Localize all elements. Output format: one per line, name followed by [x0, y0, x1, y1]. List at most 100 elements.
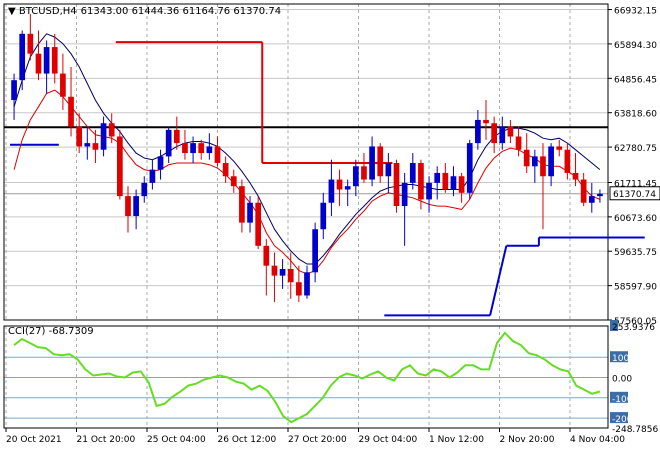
price-tick-label: 64856.45: [614, 75, 657, 85]
candle-body: [523, 149, 530, 167]
candle-body: [483, 119, 489, 124]
candle-body: [287, 268, 294, 283]
cci-tick-badge: [610, 320, 618, 331]
bull-candle: [369, 136, 375, 187]
lower-step-line-riser: [489, 245, 508, 316]
bear-candle: [393, 159, 400, 213]
price-tick-label: 57560.05: [614, 317, 657, 327]
candle-body: [117, 136, 123, 197]
bull-candle: [165, 126, 172, 163]
candle-body: [198, 143, 205, 154]
candle-body: [239, 186, 245, 223]
price-tick-label: 59635.75: [614, 248, 657, 258]
price-tick-label: 62780.75: [614, 144, 657, 154]
bear-candle: [361, 153, 367, 183]
price-tick-label: 66932.15: [614, 7, 657, 17]
cci-panel-frame: [3, 325, 609, 429]
bear-candle: [108, 113, 115, 144]
bear-candle: [296, 265, 302, 303]
candle-body: [466, 143, 473, 193]
candle-body: [206, 146, 213, 154]
bear-candle: [27, 13, 34, 61]
collapse-triangle-icon: ▼: [8, 6, 19, 17]
bear-candle: [287, 252, 294, 299]
candle-body: [214, 146, 221, 163]
time-tick-label: 2 Nov 20:00: [500, 435, 555, 445]
bull-candle: [597, 189, 603, 203]
candle-body: [271, 265, 278, 276]
bear-candle: [458, 172, 465, 203]
bull-candle: [279, 259, 286, 289]
bull-candle: [133, 189, 139, 230]
bull-candle: [385, 153, 392, 193]
bull-candle: [450, 166, 457, 197]
bear-candle: [271, 252, 278, 303]
bear-candle: [442, 162, 449, 193]
candle-body: [548, 146, 554, 177]
bull-candle: [19, 30, 26, 91]
candle-body: [100, 123, 107, 150]
candle-body: [19, 33, 26, 81]
candle-body: [27, 33, 34, 54]
candle-body: [344, 186, 351, 190]
candle-body: [190, 143, 196, 154]
bear-candle: [60, 53, 66, 110]
candle-body: [328, 179, 335, 203]
bull-candle: [344, 179, 351, 207]
bear-candle: [336, 169, 343, 207]
candle-body: [507, 126, 514, 137]
time-tick-label: 20 Oct 2021: [6, 435, 62, 445]
candle-body: [475, 119, 481, 144]
ohlc-values: 61343.00 61444.36 61164.76 61370.74: [81, 6, 281, 17]
candle-body: [450, 176, 457, 190]
cci-tick-badge: [610, 391, 628, 403]
bull-candle: [141, 176, 148, 203]
candle-body: [60, 73, 66, 97]
bull-candle: [43, 40, 50, 94]
candle-body: [352, 166, 359, 187]
candle-body: [515, 136, 522, 150]
bull-candle: [100, 116, 107, 157]
candle-body: [84, 143, 91, 147]
candle-body: [51, 47, 58, 74]
last-price-tag: [609, 186, 660, 201]
bull-candle: [312, 222, 318, 283]
candle-body: [385, 162, 392, 177]
bull-candle: [247, 196, 253, 233]
bear-candle: [564, 143, 571, 180]
cci-tick-badge: [610, 412, 628, 424]
bull-candle: [401, 172, 408, 246]
price-panel-frame: [3, 3, 609, 321]
candle-body: [35, 53, 42, 74]
bear-candle: [125, 186, 131, 233]
candle-body: [426, 182, 432, 200]
candle-body: [92, 143, 99, 150]
price-tick-label: 58597.90: [614, 283, 657, 293]
bull-candle: [149, 159, 156, 190]
bull-candle: [11, 73, 17, 120]
bear-candle: [263, 239, 270, 296]
candle-body: [173, 129, 180, 144]
bull-candle: [157, 149, 164, 180]
candle-body: [556, 146, 563, 150]
bear-candle: [507, 119, 514, 144]
cci-tick-label: 0.00: [612, 375, 632, 385]
candle-body: [247, 202, 253, 223]
time-tick-label: 27 Oct 20:00: [288, 435, 347, 445]
bear-candle: [35, 30, 42, 81]
bear-candle: [222, 156, 229, 183]
bear-candle: [173, 116, 180, 150]
candle-body: [230, 176, 237, 187]
bear-candle: [239, 179, 245, 233]
bear-candle: [483, 100, 489, 140]
bull-candle: [409, 153, 416, 190]
cci-tick-label: 100: [612, 354, 629, 364]
bear-candle: [572, 153, 579, 187]
candle-body: [125, 196, 131, 216]
candle-body: [540, 156, 546, 177]
candle-body: [580, 179, 587, 203]
candle-body: [320, 202, 327, 230]
bear-candle: [491, 116, 497, 154]
